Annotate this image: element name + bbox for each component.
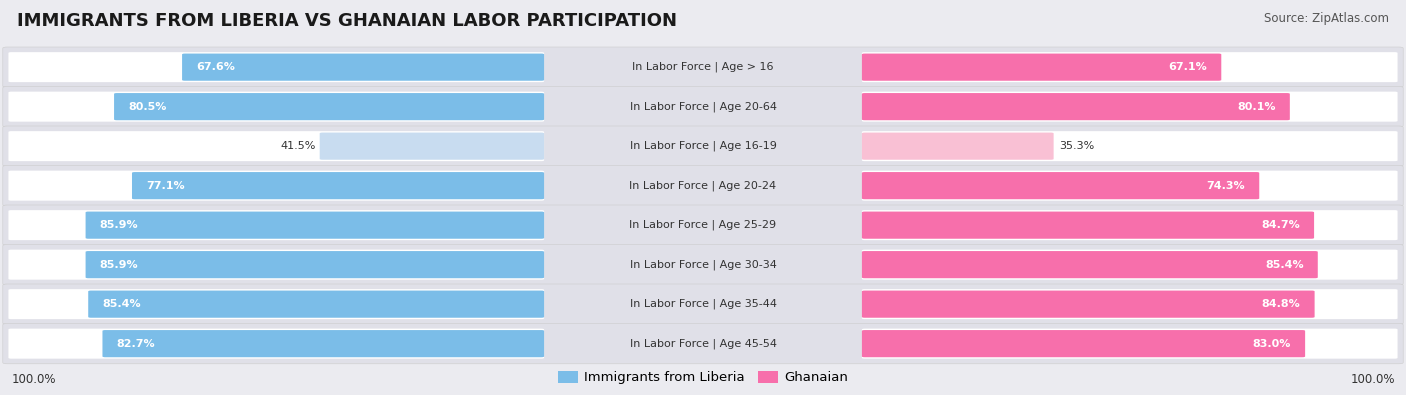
- FancyBboxPatch shape: [3, 126, 1403, 166]
- FancyBboxPatch shape: [8, 171, 544, 201]
- Text: 67.6%: 67.6%: [197, 62, 235, 72]
- FancyBboxPatch shape: [3, 245, 1403, 285]
- FancyBboxPatch shape: [862, 172, 1260, 199]
- FancyBboxPatch shape: [862, 54, 1222, 81]
- FancyBboxPatch shape: [8, 329, 544, 359]
- Text: 100.0%: 100.0%: [1350, 373, 1395, 386]
- FancyBboxPatch shape: [3, 205, 1403, 245]
- Text: 80.5%: 80.5%: [128, 102, 166, 112]
- Text: 85.4%: 85.4%: [1265, 260, 1303, 270]
- Text: In Labor Force | Age 35-44: In Labor Force | Age 35-44: [630, 299, 776, 309]
- FancyBboxPatch shape: [3, 47, 1403, 87]
- Text: 84.8%: 84.8%: [1261, 299, 1301, 309]
- Text: In Labor Force | Age 20-24: In Labor Force | Age 20-24: [630, 181, 776, 191]
- Text: 80.1%: 80.1%: [1237, 102, 1275, 112]
- Legend: Immigrants from Liberia, Ghanaian: Immigrants from Liberia, Ghanaian: [558, 371, 848, 384]
- FancyBboxPatch shape: [183, 54, 544, 81]
- FancyBboxPatch shape: [8, 289, 544, 319]
- FancyBboxPatch shape: [8, 52, 544, 82]
- Text: In Labor Force | Age > 16: In Labor Force | Age > 16: [633, 62, 773, 72]
- FancyBboxPatch shape: [8, 250, 544, 280]
- Text: 100.0%: 100.0%: [11, 373, 56, 386]
- Text: Source: ZipAtlas.com: Source: ZipAtlas.com: [1264, 12, 1389, 25]
- Text: 82.7%: 82.7%: [117, 339, 155, 349]
- FancyBboxPatch shape: [862, 131, 1398, 161]
- Text: 77.1%: 77.1%: [146, 181, 184, 191]
- FancyBboxPatch shape: [86, 212, 544, 239]
- Text: IMMIGRANTS FROM LIBERIA VS GHANAIAN LABOR PARTICIPATION: IMMIGRANTS FROM LIBERIA VS GHANAIAN LABO…: [17, 12, 676, 30]
- FancyBboxPatch shape: [8, 210, 544, 240]
- FancyBboxPatch shape: [862, 210, 1398, 240]
- FancyBboxPatch shape: [8, 92, 544, 122]
- Text: 85.4%: 85.4%: [103, 299, 141, 309]
- FancyBboxPatch shape: [862, 52, 1398, 82]
- FancyBboxPatch shape: [86, 251, 544, 278]
- FancyBboxPatch shape: [862, 329, 1398, 359]
- Text: 85.9%: 85.9%: [100, 260, 138, 270]
- FancyBboxPatch shape: [862, 250, 1398, 280]
- Text: In Labor Force | Age 16-19: In Labor Force | Age 16-19: [630, 141, 776, 151]
- FancyBboxPatch shape: [3, 324, 1403, 364]
- Text: 84.7%: 84.7%: [1261, 220, 1301, 230]
- FancyBboxPatch shape: [862, 330, 1305, 357]
- FancyBboxPatch shape: [3, 166, 1403, 206]
- Text: 41.5%: 41.5%: [280, 141, 315, 151]
- Text: In Labor Force | Age 20-64: In Labor Force | Age 20-64: [630, 102, 776, 112]
- FancyBboxPatch shape: [89, 291, 544, 318]
- FancyBboxPatch shape: [862, 212, 1315, 239]
- FancyBboxPatch shape: [319, 133, 544, 160]
- Text: 85.9%: 85.9%: [100, 220, 138, 230]
- Text: 35.3%: 35.3%: [1059, 141, 1094, 151]
- FancyBboxPatch shape: [862, 93, 1289, 120]
- FancyBboxPatch shape: [862, 92, 1398, 122]
- Text: 74.3%: 74.3%: [1206, 181, 1246, 191]
- Text: In Labor Force | Age 30-34: In Labor Force | Age 30-34: [630, 260, 776, 270]
- FancyBboxPatch shape: [862, 251, 1317, 278]
- FancyBboxPatch shape: [3, 87, 1403, 127]
- FancyBboxPatch shape: [862, 289, 1398, 319]
- FancyBboxPatch shape: [862, 133, 1053, 160]
- FancyBboxPatch shape: [862, 291, 1315, 318]
- FancyBboxPatch shape: [103, 330, 544, 357]
- Text: 83.0%: 83.0%: [1253, 339, 1291, 349]
- Text: 67.1%: 67.1%: [1168, 62, 1208, 72]
- FancyBboxPatch shape: [862, 171, 1398, 201]
- FancyBboxPatch shape: [132, 172, 544, 199]
- FancyBboxPatch shape: [8, 131, 544, 161]
- FancyBboxPatch shape: [114, 93, 544, 120]
- Text: In Labor Force | Age 45-54: In Labor Force | Age 45-54: [630, 339, 776, 349]
- FancyBboxPatch shape: [3, 284, 1403, 324]
- Text: In Labor Force | Age 25-29: In Labor Force | Age 25-29: [630, 220, 776, 230]
